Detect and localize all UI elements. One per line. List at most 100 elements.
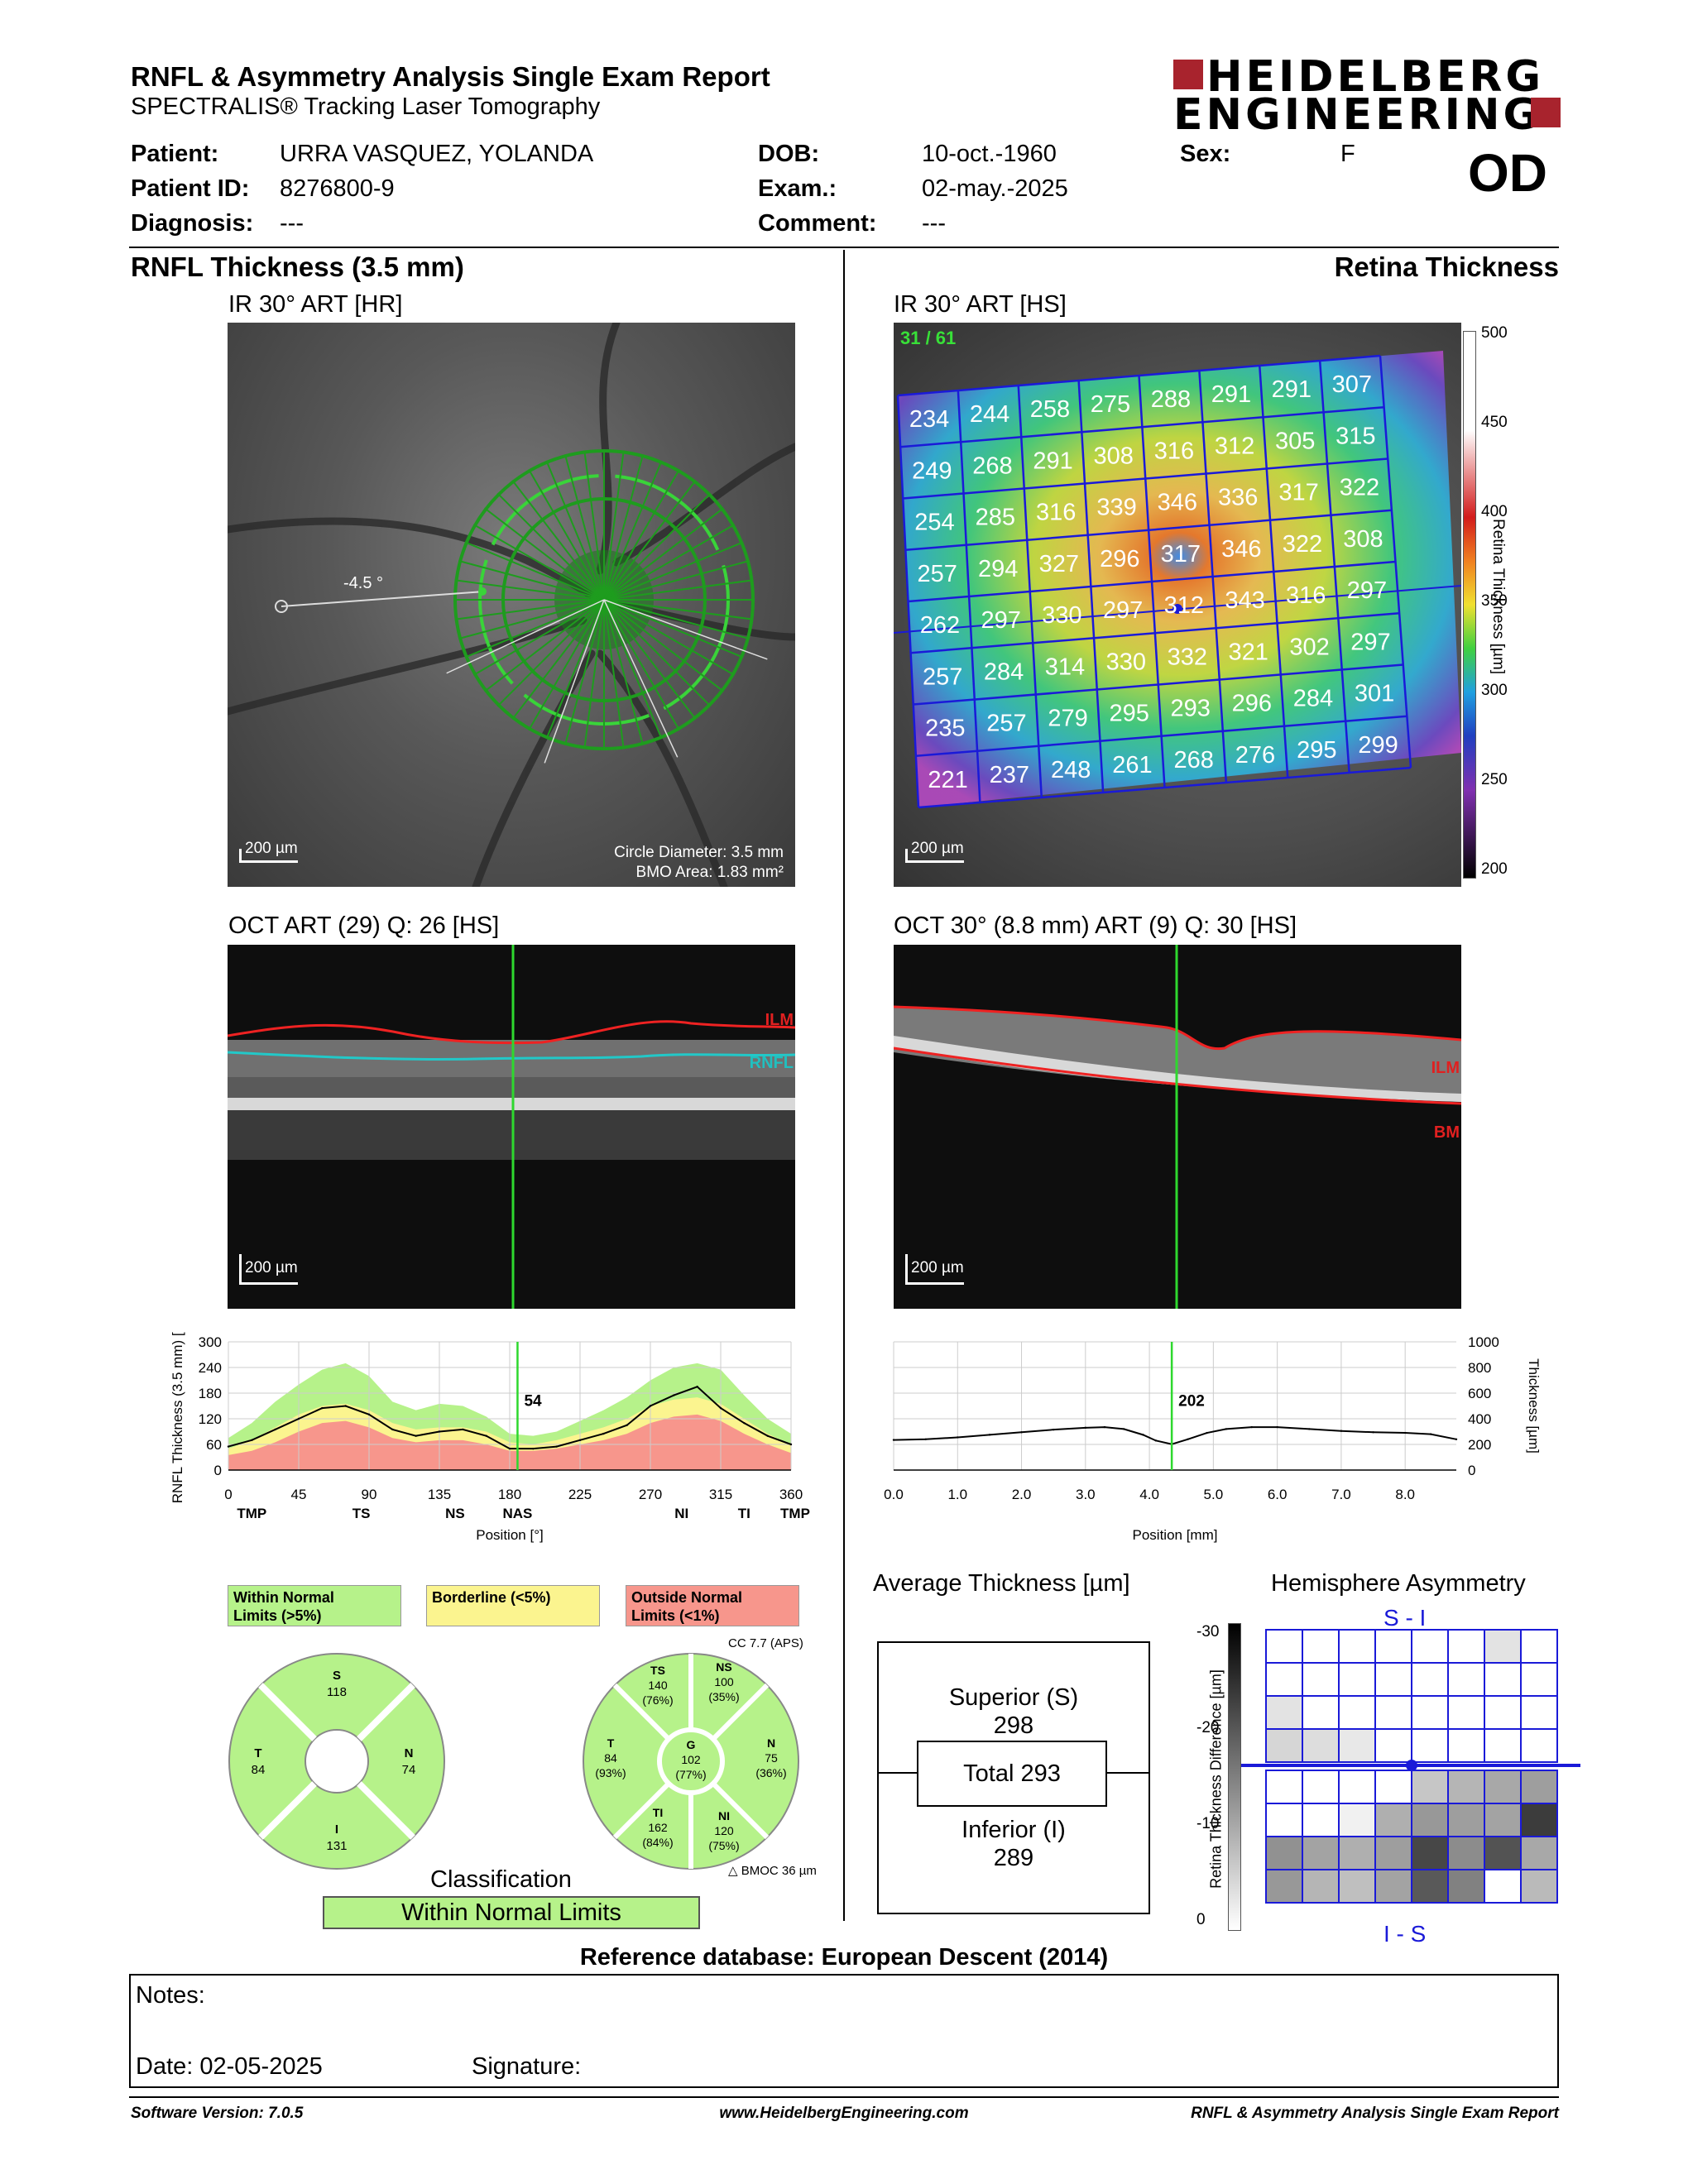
ilm-label-right: ILM xyxy=(1431,1059,1460,1077)
asym-cell xyxy=(1265,1662,1303,1697)
thickness-colorbar xyxy=(1463,331,1476,879)
asym-cell xyxy=(1374,1662,1412,1697)
radial-line xyxy=(545,599,605,740)
x-tick-label: 45 xyxy=(291,1487,307,1502)
radial-line xyxy=(603,599,744,659)
asym-cell xyxy=(1338,1662,1376,1697)
asym-cell xyxy=(1520,1836,1558,1870)
asym-cell xyxy=(1374,1836,1412,1870)
grid-value: 343 xyxy=(1225,587,1264,614)
grid-value: 314 xyxy=(1045,654,1085,680)
oct-scale-label-right: 200 µm xyxy=(911,1259,964,1276)
sector-TI-label: TI xyxy=(653,1806,663,1819)
x-tick-label: 5.0 xyxy=(1204,1487,1224,1502)
radial-scan-lines xyxy=(446,449,768,764)
sector-G-label: G xyxy=(687,1738,696,1751)
asym-cell xyxy=(1302,1770,1340,1804)
grid-value: 254 xyxy=(914,510,954,536)
logo-line2: ENGINEERING xyxy=(1173,90,1542,140)
series-point xyxy=(602,1432,605,1435)
y-tick-label: 0 xyxy=(1468,1463,1475,1478)
asym-cell xyxy=(1265,1629,1303,1664)
ir-fundus-image-right: 234 244 258 275 288 291 291 307 249 268 291 308 316 3… xyxy=(894,323,1461,887)
comment-label: Comment: xyxy=(758,210,877,237)
logo-mark-top xyxy=(1173,60,1203,89)
quad-I-value: 131 xyxy=(326,1839,347,1853)
asym-cell xyxy=(1265,1770,1303,1804)
radial-line xyxy=(603,599,754,620)
grid-value: 307 xyxy=(1332,371,1372,398)
quadrant-pie: S 118 T 84 N 74 I 131 xyxy=(228,1653,445,1870)
footer-version: Software Version: 7.0.5 xyxy=(131,2105,304,2122)
white-radial xyxy=(603,599,768,660)
series-point xyxy=(415,1434,417,1437)
cc-label: CC 7.7 (APS) xyxy=(728,1636,803,1650)
ir-caption-right: IR 30° ART [HS] xyxy=(894,291,1067,318)
notes-label: Notes: xyxy=(136,1982,205,2009)
rnfl-label: RNFL xyxy=(749,1054,794,1072)
grid-value: 257 xyxy=(986,711,1026,737)
retina-section-title: Retina Thickness xyxy=(1334,251,1559,282)
asym-cell xyxy=(1374,1803,1412,1837)
series-point xyxy=(789,1443,793,1446)
legend-outside: Outside Normal Limits (<1%) xyxy=(626,1585,799,1626)
white-radial xyxy=(446,599,605,674)
radial-line xyxy=(511,480,605,601)
series-point xyxy=(1020,1431,1023,1434)
asym-cell xyxy=(1374,1695,1412,1730)
oct-caption-left: OCT ART (29) Q: 26 [HS] xyxy=(228,912,500,939)
sex-value: F xyxy=(1340,141,1355,167)
grid-value: 257 xyxy=(923,663,962,690)
radial-line xyxy=(603,450,625,601)
onh-scan-overlay xyxy=(228,323,795,887)
grid-values: 234 244 258 275 288 291 291 307 249 268 291 308 316 3… xyxy=(909,371,1398,793)
grid-value: 261 xyxy=(1112,752,1152,778)
etdrs-grid xyxy=(896,354,1412,809)
grid-value: 268 xyxy=(1174,747,1214,774)
asym-cell xyxy=(1265,1695,1303,1730)
asym-cell xyxy=(1447,1869,1485,1904)
grid-line-h xyxy=(918,766,1412,809)
asym-cell xyxy=(1484,1803,1522,1837)
radial-line xyxy=(603,599,697,720)
asym-cell xyxy=(1265,1803,1303,1837)
radial-line xyxy=(603,599,724,692)
grid-value: 275 xyxy=(1091,391,1130,418)
radial-line xyxy=(496,492,605,601)
x-tick-label: 2.0 xyxy=(1012,1487,1032,1502)
white-radial xyxy=(544,599,605,764)
series-point xyxy=(892,1439,895,1441)
asym-cell xyxy=(1520,1770,1558,1804)
grid-value: 330 xyxy=(1106,649,1146,675)
series-point xyxy=(988,1434,991,1436)
sector-NS-value: 100 xyxy=(714,1675,734,1688)
sector-TS-value: 140 xyxy=(648,1679,668,1692)
cursor-value: 202 xyxy=(1178,1393,1205,1410)
ilm-label-left: ILM xyxy=(765,1011,794,1029)
radial-line xyxy=(545,460,605,601)
oct-bscan-right: ILM BM 200 µm xyxy=(894,945,1461,1309)
y-tick-label: 180 xyxy=(199,1386,222,1401)
sex-label: Sex: xyxy=(1180,141,1231,167)
quad-N-label: N xyxy=(405,1746,414,1760)
legend-borderline: Borderline (<5%) xyxy=(426,1585,600,1626)
grid-value: 302 xyxy=(1289,634,1329,660)
grid-value: 296 xyxy=(1100,546,1139,572)
grid-value: 235 xyxy=(925,716,965,742)
sector-TI-pct: (84%) xyxy=(642,1836,673,1849)
circle-diameter: Circle Diameter: 3.5 mm xyxy=(614,844,784,861)
asym-tick: -10 xyxy=(1196,1815,1220,1832)
scan-angle-label: -4.5 ° xyxy=(343,574,384,592)
oct-caption-right: OCT 30° (8.8 mm) ART (9) Q: 30 [HS] xyxy=(894,912,1297,939)
y-axis-title: RNFL Thickness (3.5 mm) [µm] xyxy=(170,1332,185,1503)
asym-cell xyxy=(1447,1695,1485,1730)
asym-cell xyxy=(1484,1836,1522,1870)
sector-TS-label: TS xyxy=(650,1664,665,1677)
asym-cell xyxy=(1447,1629,1485,1664)
asym-cell xyxy=(1302,1629,1340,1664)
asym-cell xyxy=(1265,1836,1303,1870)
x-tick-label: 6.0 xyxy=(1268,1487,1288,1502)
radial-line xyxy=(603,559,750,601)
asym-cell xyxy=(1447,1836,1485,1870)
radial-line xyxy=(454,579,605,601)
